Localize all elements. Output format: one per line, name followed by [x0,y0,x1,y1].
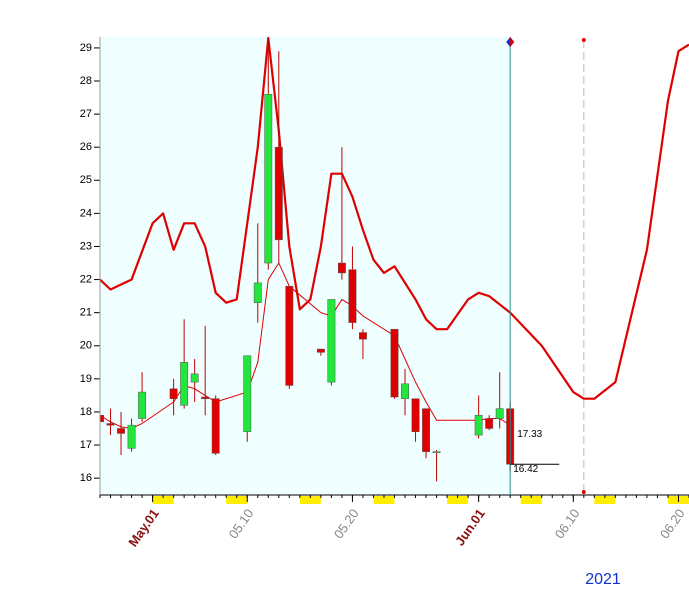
candle-body [274,146,283,241]
candle-body [327,299,336,383]
candle-body [401,383,409,399]
candle-body [474,414,483,436]
candle-body [100,414,104,423]
y-tick-label: 27 [80,108,92,120]
weekend-block [520,496,542,504]
axes: 16 17 18 19 20 21 22 23 24 25 26 27 28 29 May.01 05.10 0… [80,37,689,549]
x-tick-label: 05.20 [331,506,362,541]
y-tick-label: 29 [80,42,92,54]
candle-body [485,418,494,429]
candle-body [201,396,210,399]
candle-body [422,408,430,452]
candle-body [253,282,262,303]
candle-body [117,428,125,434]
candle-body [316,348,325,353]
candle-body [495,408,504,419]
weekend-block [373,496,395,504]
x-tick-label: 06.10 [552,506,583,541]
y-tick-label: 25 [80,174,92,186]
candle-body [411,398,420,433]
annotation: 16.42 [513,464,538,475]
candle-body [138,391,147,419]
y-tick-label: 28 [80,75,92,87]
y-tick-label: 20 [80,340,92,352]
year-label: 2021 [585,571,621,588]
weekend-block [447,496,469,504]
weekend-block [299,496,321,504]
projection-dot [581,490,586,494]
y-tick-label: 26 [80,141,92,153]
y-tick-label: 17 [80,439,92,451]
line-series [100,37,689,400]
x-tick-label: 05.10 [226,506,257,541]
candle-body [211,398,220,454]
y-tick-label: 18 [80,406,92,418]
y-tick-label: 22 [80,273,92,285]
background-layer [100,37,511,495]
candle-body [285,285,294,386]
candle-body [169,388,178,399]
current-diamond-red [510,37,515,47]
y-tick-label: 16 [80,472,92,484]
candle-body [127,424,136,449]
candle-body [180,362,189,406]
candle-body [243,355,252,433]
x-tick-label: May.01 [125,506,162,549]
plot-area [100,37,689,482]
candle-body [106,423,115,426]
candle-body [348,269,357,323]
candle-body [390,328,399,398]
candle-body [337,262,346,274]
candle-body [432,451,441,453]
x-tick-label: 06.20 [657,506,688,541]
y-tick-label: 24 [80,207,92,219]
weekend-block [152,496,174,504]
y-tick-label: 21 [80,307,92,319]
candle-body [264,94,273,264]
history-background [100,37,511,495]
annotation: 17.33 [517,429,542,440]
candle-body [359,332,367,340]
candle-body [190,373,199,383]
weekend-block [226,496,248,504]
y-tick-label: 19 [80,373,92,385]
projection-dot [581,38,586,42]
weekend-block [594,496,616,504]
y-tick-label: 23 [80,240,92,252]
x-tick-label: Jun.01 [452,506,488,548]
